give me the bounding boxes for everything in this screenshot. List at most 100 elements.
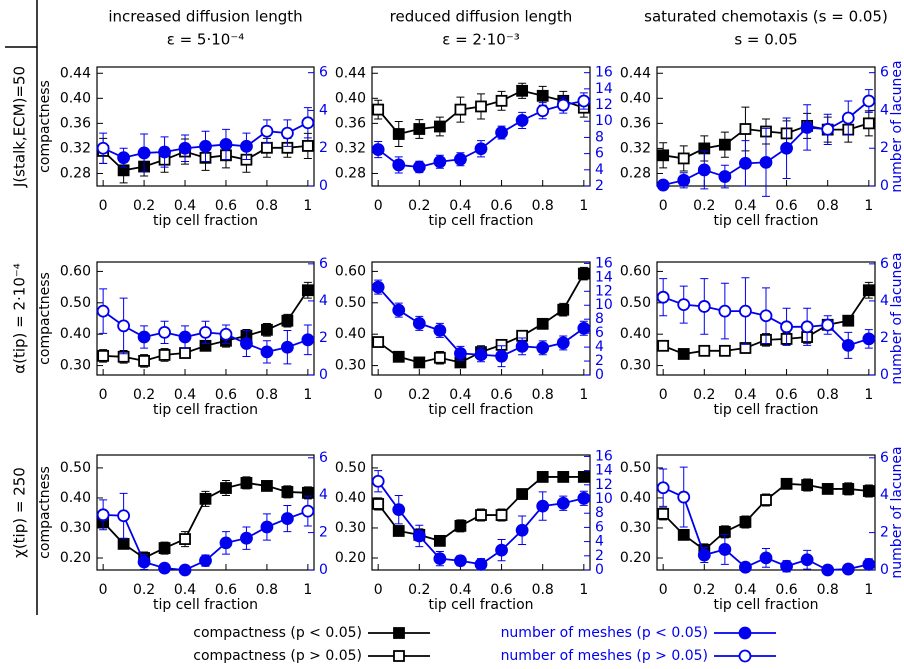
y-tick-label: 0.44 [60, 65, 91, 81]
data-point [454, 103, 467, 116]
x-tick-label: 0.6 [215, 387, 237, 403]
y-tick-label: 0.40 [60, 490, 91, 506]
data-point [739, 123, 752, 135]
plot-frame [371, 261, 591, 376]
y2-tick-label: 2 [880, 525, 889, 541]
data-point [219, 138, 233, 151]
data-point [475, 509, 487, 521]
data-point [301, 504, 315, 518]
y-tick-label: 0.60 [620, 263, 651, 279]
y2-tick-label: 4 [595, 534, 604, 550]
y2-tick-label: 14 [595, 81, 613, 97]
data-point [219, 327, 233, 341]
x-tick-label: 0.8 [817, 582, 839, 598]
data-point [178, 563, 192, 577]
data-point [677, 298, 691, 312]
data-point [697, 300, 711, 313]
y2-tick-label: 6 [880, 450, 889, 466]
x-tick-label: 0.4 [734, 582, 756, 598]
data-point [240, 139, 253, 153]
data-point [96, 141, 110, 155]
data-point [862, 557, 876, 571]
y-axis-label: compactness [37, 272, 53, 365]
x-tick-label: 0 [374, 387, 383, 403]
x-tick-label: 1 [579, 582, 588, 598]
y2-tick-label: 16 [595, 448, 613, 464]
y2-tick-label: 2 [595, 353, 604, 369]
column-header: reduced diffusion length [390, 8, 573, 26]
data-point [433, 552, 447, 566]
y-tick-label: 0.50 [335, 295, 366, 311]
plot-frame [96, 454, 315, 571]
data-point [656, 481, 670, 495]
data-point [656, 290, 670, 304]
data-point [842, 314, 855, 327]
y2-tick-label: 6 [319, 450, 328, 466]
data-point [739, 156, 752, 170]
y-tick-label: 0.30 [620, 358, 651, 374]
data-point [261, 141, 273, 154]
data-point [158, 325, 171, 339]
data-point [841, 562, 855, 576]
x-tick-label: 0.2 [693, 198, 715, 214]
y2-tick-label: 0 [595, 367, 604, 383]
data-point [739, 304, 752, 318]
data-point [178, 141, 192, 155]
x-tick-label: 0.6 [775, 582, 797, 598]
x-axis-label: tip cell fraction [713, 213, 818, 229]
data-point [240, 531, 253, 545]
data-point [392, 128, 405, 140]
data-point [137, 330, 151, 344]
data-point [280, 340, 294, 354]
y2-tick-label: 0 [319, 367, 328, 383]
data-point [301, 116, 315, 130]
data-point [495, 126, 508, 139]
data-point [536, 499, 550, 513]
data-point [280, 126, 294, 140]
data-point [862, 117, 875, 130]
data-point [759, 309, 773, 323]
data-point [657, 149, 670, 162]
row-label: α(tip) = 2·10⁻⁴ [11, 263, 29, 374]
y-tick-label: 0.36 [335, 115, 366, 131]
legend-label: number of meshes (p < 0.05) [501, 625, 708, 641]
data-point [392, 503, 406, 517]
data-point [536, 104, 550, 118]
data-point [474, 142, 488, 156]
data-point [433, 323, 447, 337]
x-tick-label: 0.4 [734, 198, 756, 214]
y2-tick-label: 0 [880, 367, 889, 383]
data-point [372, 103, 385, 116]
y2-tick-label: 14 [595, 269, 613, 285]
data-point [261, 323, 273, 336]
data-point [199, 325, 212, 339]
y-tick-label: 0.32 [335, 140, 366, 156]
data-point [371, 280, 385, 294]
y2-tick-label: 16 [595, 65, 613, 81]
column-header-sub: s = 0.05 [734, 31, 797, 49]
data-point [96, 304, 110, 318]
data-point [454, 519, 467, 532]
y2-tick-label: 6 [595, 146, 604, 162]
y-tick-label: 0.50 [60, 460, 91, 476]
x-tick-label: 0.8 [817, 387, 839, 403]
y-tick-label: 0.44 [335, 65, 366, 81]
data-point [780, 477, 793, 490]
data-point [536, 341, 550, 355]
x-tick-label: 0.4 [449, 582, 471, 598]
data-point [780, 559, 793, 573]
x-tick-label: 0.6 [215, 198, 237, 214]
legend-label: number of meshes (p > 0.05) [501, 648, 708, 664]
y-tick-label: 0.28 [335, 165, 366, 181]
data-point [371, 143, 385, 156]
data-point [220, 482, 232, 494]
data-point [117, 319, 131, 333]
data-point [718, 304, 732, 318]
y-tick-label: 0.20 [335, 550, 366, 566]
y2-tick-label: 4 [319, 102, 328, 118]
y2-tick-label: 6 [880, 256, 889, 272]
data-point [800, 320, 814, 334]
series-line [377, 480, 585, 566]
y-tick-label: 0.40 [620, 90, 651, 106]
data-point [260, 520, 274, 534]
